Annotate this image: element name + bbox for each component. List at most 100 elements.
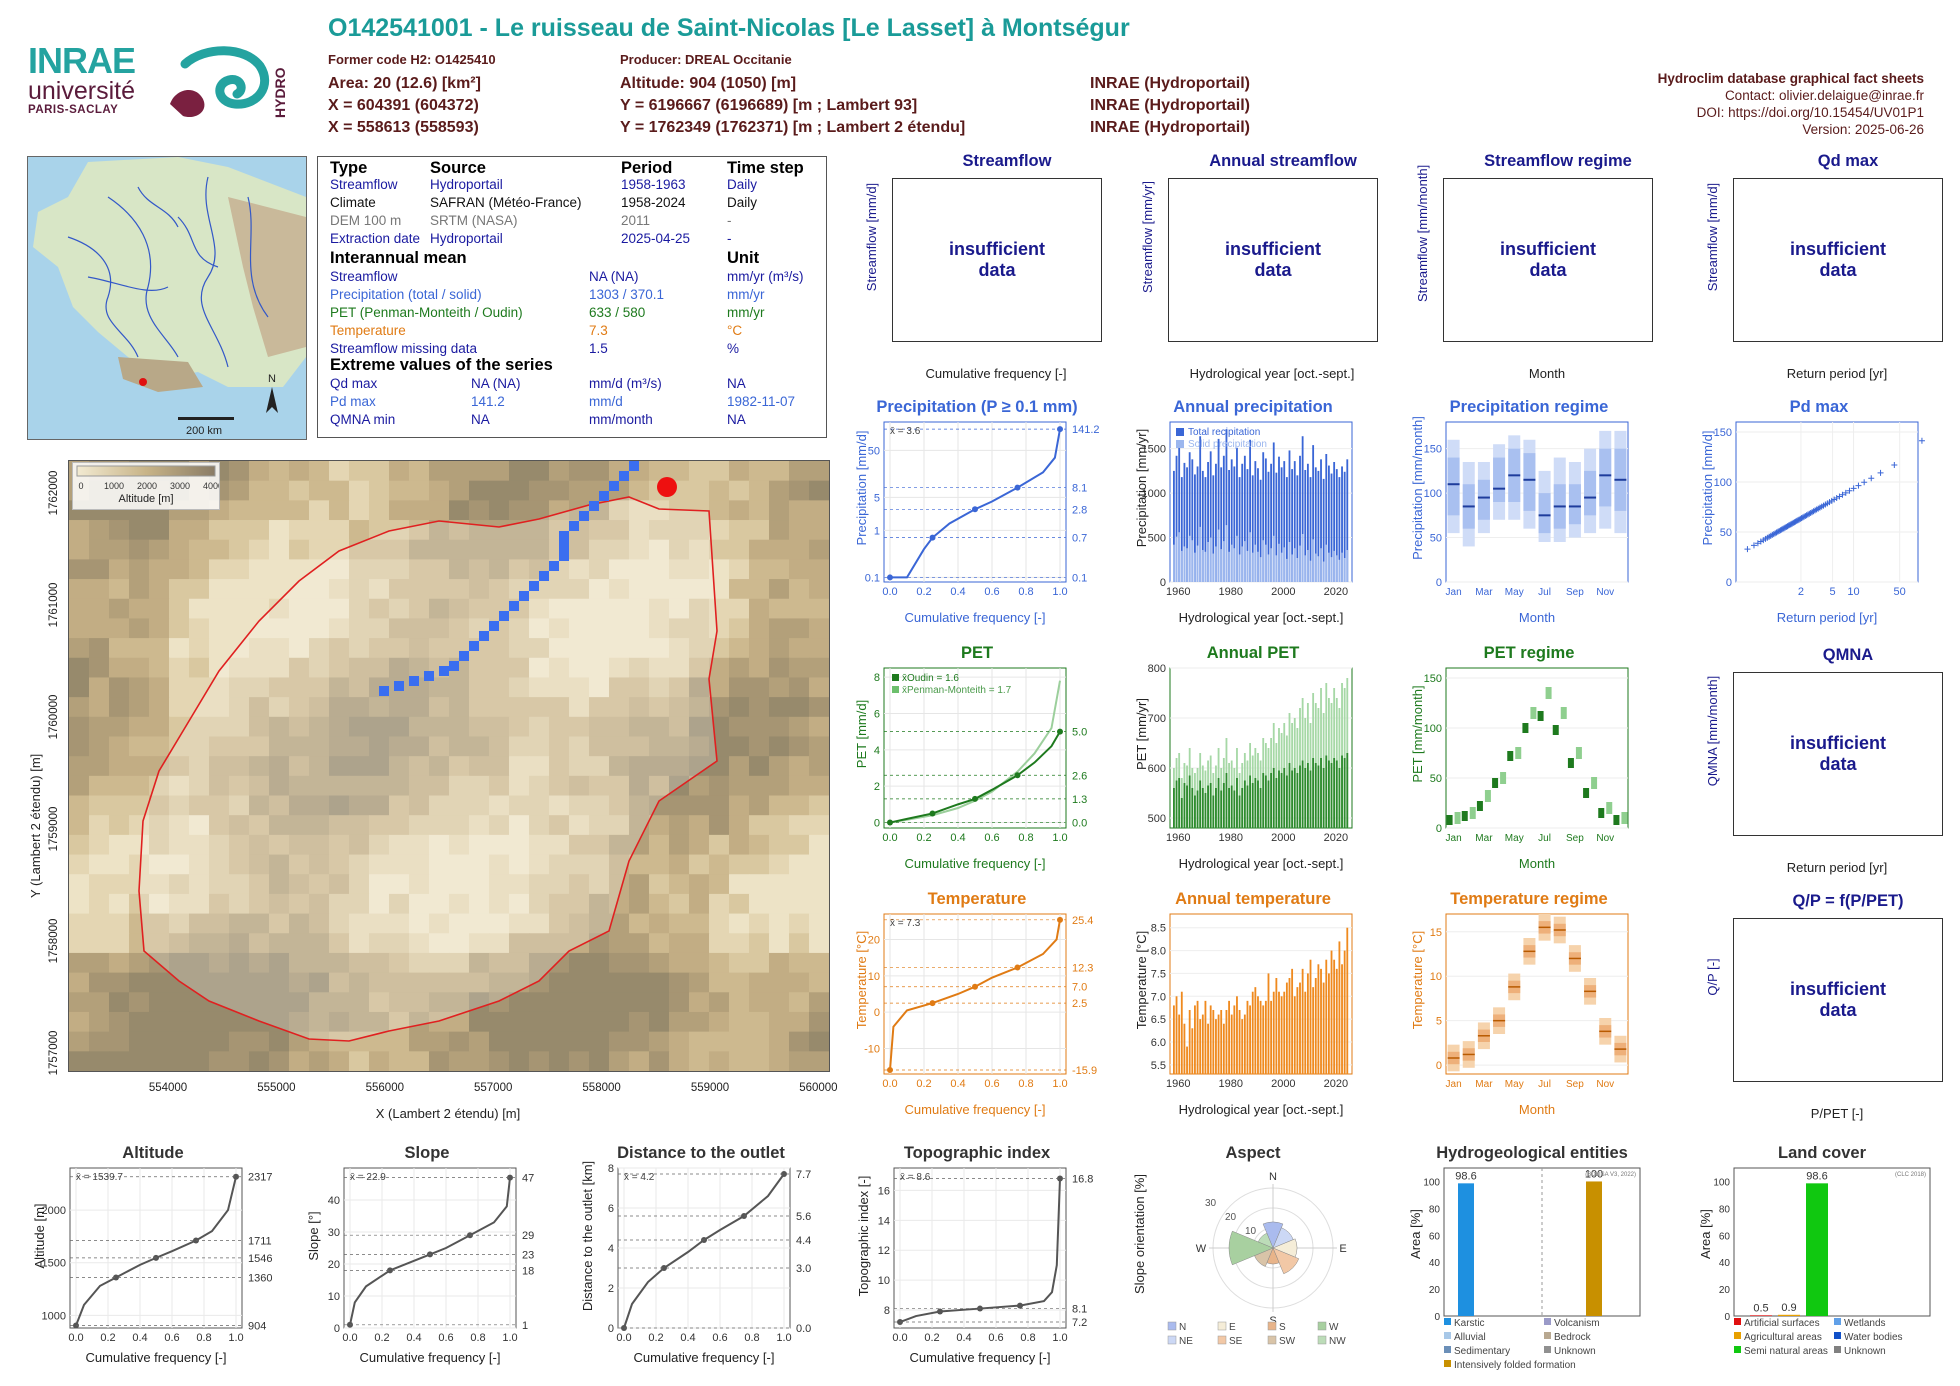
bar xyxy=(1327,760,1330,828)
dem-cell xyxy=(169,933,190,954)
dem-cell xyxy=(789,756,810,777)
legend-entry: SW xyxy=(1279,1336,1296,1347)
dem-cell xyxy=(229,520,250,541)
dem-cell xyxy=(609,500,630,521)
dem-cell xyxy=(569,913,590,934)
north-label: N xyxy=(268,373,276,385)
ext-row-name: Qd max xyxy=(330,376,378,391)
dem-cell xyxy=(189,874,210,895)
bar xyxy=(1173,788,1175,828)
dem-cell xyxy=(169,657,190,679)
info-row-step: Daily xyxy=(727,195,758,210)
dem-cell xyxy=(609,1051,630,1071)
chart-temp_freq: 0.0 0.2 0.4 0.6 0.8 1.0-100102025.412.37.02.5… xyxy=(864,913,1097,1090)
x-tick: Nov xyxy=(1596,833,1614,844)
legend-entry: Total recipitation xyxy=(1188,427,1260,438)
bar xyxy=(1314,763,1317,828)
dem-cell xyxy=(169,1011,190,1033)
outlet-marker[interactable] xyxy=(657,477,677,497)
contact[interactable]: Contact: olivier.delaigue@inrae.fr xyxy=(1724,88,1924,103)
dem-cell xyxy=(469,579,490,600)
bar xyxy=(1246,785,1249,828)
chart-altitude: 0.0 0.2 0.4 0.6 0.8 1.01000150020002317171115… xyxy=(42,1167,272,1344)
dem-cell xyxy=(189,775,210,797)
dem-cell xyxy=(209,933,230,954)
bar xyxy=(1333,550,1336,582)
y-tick: 100 xyxy=(1713,1177,1730,1188)
dem-cell xyxy=(449,716,470,738)
dem-cell xyxy=(189,933,210,954)
legend-swatch xyxy=(1734,1332,1741,1339)
bar xyxy=(1212,1010,1215,1074)
y-tick: 20 xyxy=(328,1259,340,1271)
dem-cell xyxy=(249,1011,270,1033)
dem-cell xyxy=(709,834,730,856)
dem-cell xyxy=(89,775,110,797)
dem-cell xyxy=(169,834,190,856)
dem-cell xyxy=(389,539,410,560)
doi[interactable]: DOI: https://doi.org/10.15454/UV01P1 xyxy=(1696,105,1924,120)
dem-cell xyxy=(209,697,230,718)
panel-title: Streamflow xyxy=(962,152,1052,170)
dem-cell xyxy=(349,559,370,580)
bar xyxy=(1288,978,1291,1074)
dem-cell xyxy=(749,716,770,738)
dem-cell xyxy=(329,461,350,482)
bar xyxy=(1217,438,1220,582)
dem-cell xyxy=(789,795,810,816)
dem-cell xyxy=(309,775,330,797)
dem-cell xyxy=(69,992,90,1013)
dem-cell xyxy=(589,893,610,915)
dem-cell xyxy=(809,638,829,659)
dem-cell xyxy=(769,579,790,600)
map-ylabel: Y (Lambert 2 étendu) [m] xyxy=(28,753,43,898)
panel-xlabel: P/PET [-] xyxy=(1810,1106,1864,1121)
mean-row-unit: °C xyxy=(727,323,743,338)
dem-cell xyxy=(109,618,130,639)
right-tick: 25.4 xyxy=(1072,915,1093,927)
map-ytick: 1758000 xyxy=(48,918,60,964)
dem-cell xyxy=(309,520,330,541)
x-tick: 0.2 xyxy=(916,1078,931,1090)
dem-cell xyxy=(449,972,470,993)
x-tick: 2000 xyxy=(1271,1078,1295,1090)
dem-cell xyxy=(609,1011,630,1033)
dem-cell xyxy=(329,1031,350,1052)
dem-cell xyxy=(329,579,350,600)
dem-cell xyxy=(809,834,829,856)
dem-cell xyxy=(409,775,430,797)
col-timestep: Time step xyxy=(727,159,804,177)
dem-cell xyxy=(729,913,750,934)
dem-cell xyxy=(329,893,350,915)
dem-cell xyxy=(69,598,90,620)
dem-cell xyxy=(669,795,690,816)
dem-cell xyxy=(369,500,390,521)
legend-entry: Artificial surfaces xyxy=(1744,1318,1820,1329)
bar xyxy=(1275,555,1278,582)
dem-cell xyxy=(289,480,310,501)
series-line xyxy=(889,731,1061,824)
bar xyxy=(1228,470,1230,582)
bar xyxy=(1306,973,1309,1074)
dem-cell xyxy=(129,559,150,580)
dem-cell xyxy=(149,854,170,875)
dem-cell xyxy=(509,520,530,541)
panel-aspect: Aspect N E S W 10 20 30 N NE E SE S SW W NW Slope orient… xyxy=(1128,1144,1378,1370)
bar xyxy=(1288,450,1291,582)
dem-cell xyxy=(109,579,130,600)
bar xyxy=(1338,941,1341,1074)
right-tick: 0.0 xyxy=(796,1323,811,1335)
catchment-map[interactable] xyxy=(68,460,830,1072)
dem-cell xyxy=(309,992,330,1013)
dem-cell xyxy=(529,657,550,679)
y-tick: 8 xyxy=(884,1305,890,1317)
dem-cell xyxy=(569,952,590,974)
bar xyxy=(1264,544,1267,582)
dem-cell xyxy=(369,539,390,560)
bar xyxy=(1251,552,1254,582)
dem-cell xyxy=(749,677,770,698)
bar xyxy=(1225,429,1228,582)
dem-cell xyxy=(549,834,570,856)
legend-entry: x̄Penman-Monteith = 1.7 xyxy=(902,685,1012,696)
dem-cell xyxy=(329,913,350,934)
